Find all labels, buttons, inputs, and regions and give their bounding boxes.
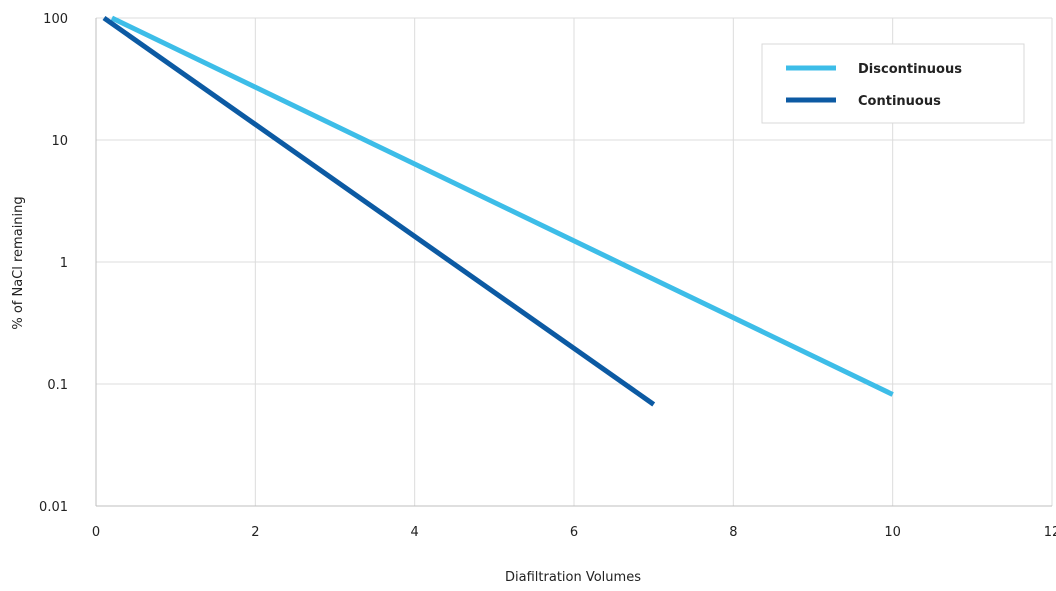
x-tick-label: 12 — [1044, 525, 1056, 540]
series-line-discontinuous — [110, 15, 894, 397]
y-tick-label: 1 — [60, 256, 68, 271]
axes: 0 2 4 6 8 10 12 0.01 0.1 1 10 100 — [39, 12, 1056, 540]
legend-label-continuous: Continuous — [858, 94, 941, 109]
y-axis-title: % of NaCl remaining — [11, 196, 26, 329]
x-tick-label: 8 — [729, 525, 737, 540]
x-tick-label: 2 — [251, 525, 259, 540]
x-axis-title: Diafiltration Volumes — [505, 570, 641, 585]
grid — [96, 17, 1053, 506]
x-tick-label: 10 — [884, 525, 901, 540]
y-tick-label: 100 — [43, 12, 68, 27]
series-lines — [102, 15, 894, 407]
legend: Discontinuous Continuous — [761, 43, 1025, 124]
x-tick-label: 4 — [411, 525, 419, 540]
y-tick-label: 0.01 — [39, 500, 68, 515]
y-tick-label: 10 — [51, 134, 68, 149]
x-tick-label: 6 — [570, 525, 578, 540]
legend-label-discontinuous: Discontinuous — [858, 62, 962, 77]
y-tick-label: 0.1 — [47, 378, 68, 393]
legend-box — [761, 43, 1025, 124]
series-line-continuous — [102, 15, 656, 407]
x-tick-label: 0 — [92, 525, 100, 540]
